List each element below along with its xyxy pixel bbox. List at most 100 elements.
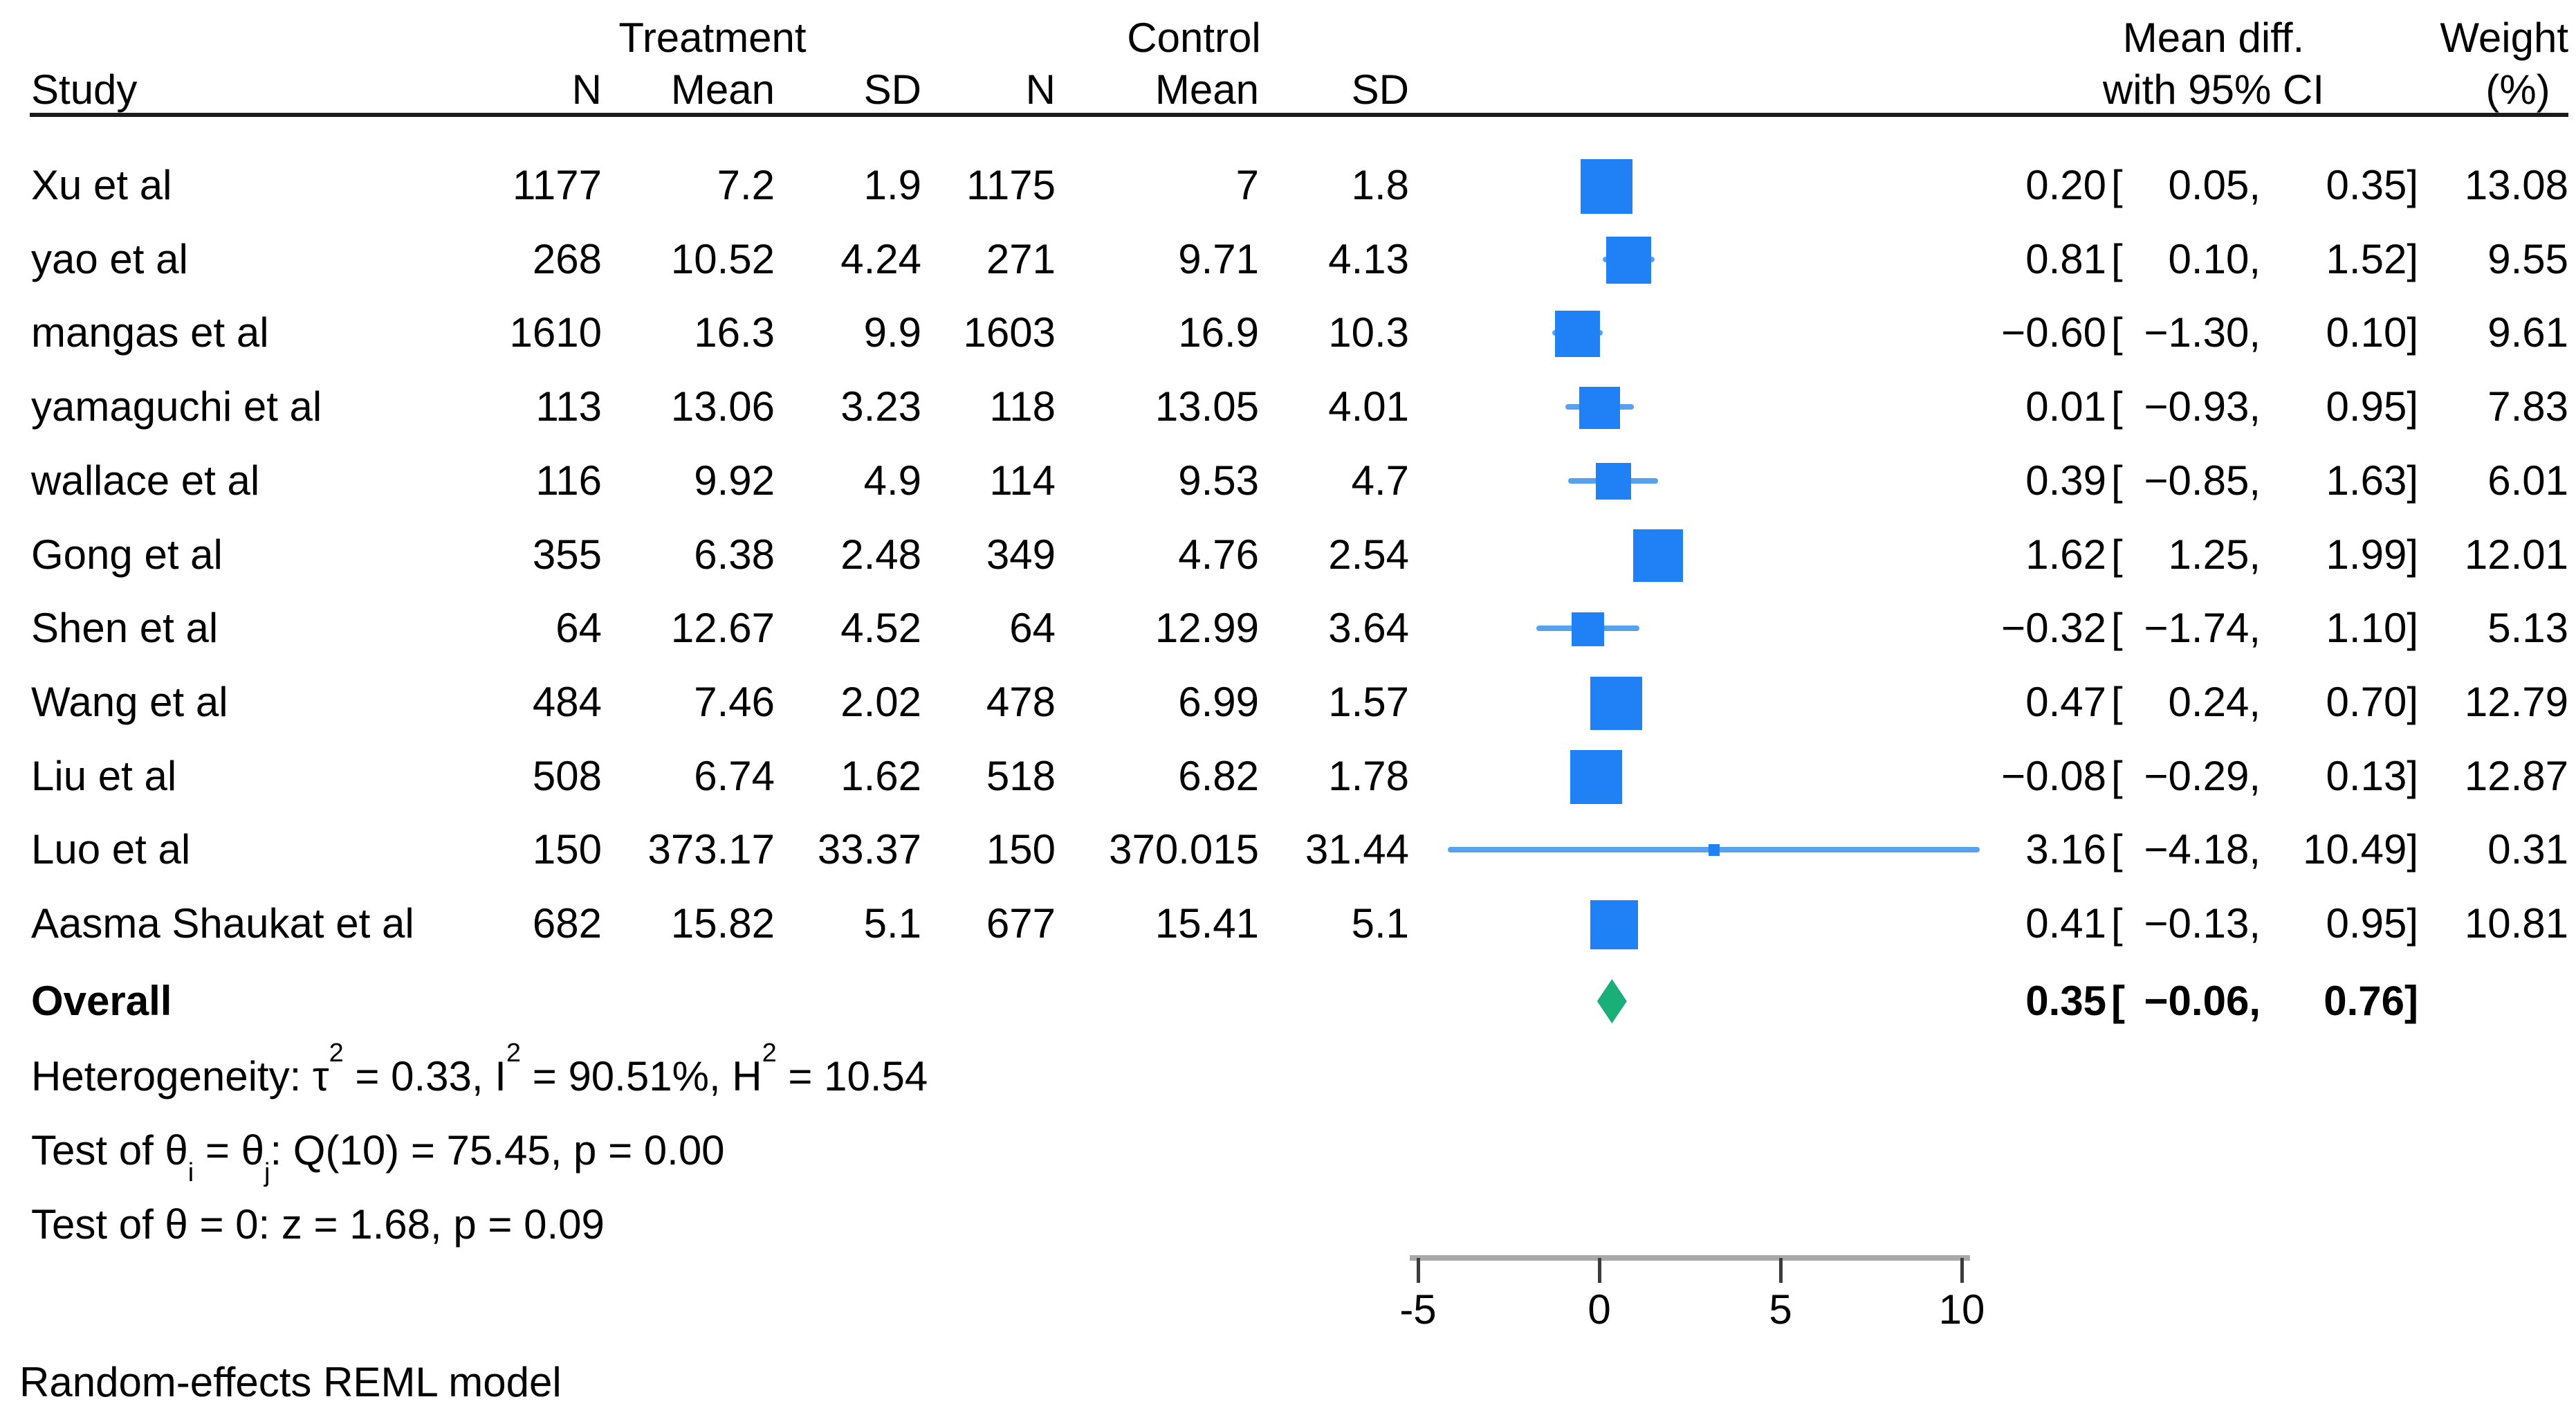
study-name: yao et al bbox=[31, 235, 188, 282]
ci-lower: −4.18, bbox=[2144, 826, 2261, 873]
effect-estimate: −0.32 bbox=[2001, 605, 2106, 652]
treatment-n: 1610 bbox=[509, 309, 602, 356]
treatment-mean: 16.3 bbox=[694, 309, 775, 356]
weight-value: 9.61 bbox=[2487, 309, 2568, 356]
ci-lower: −0.93, bbox=[2144, 383, 2261, 430]
ci-open-bracket: [ bbox=[2111, 235, 2123, 282]
axis-tick-label: -5 bbox=[1399, 1286, 1437, 1333]
effect-square bbox=[1579, 386, 1620, 429]
effect-estimate: 0.01 bbox=[2025, 383, 2106, 430]
ci-lower: −0.06, bbox=[2144, 978, 2261, 1024]
study-name: Xu et al bbox=[31, 162, 172, 208]
control-n: 150 bbox=[986, 826, 1056, 873]
weight-value: 6.01 bbox=[2487, 457, 2568, 504]
heterogeneity-prefix: Heterogeneity: τ bbox=[31, 1053, 329, 1099]
treatment-mean: 15.82 bbox=[670, 900, 775, 947]
header-treatment-sd: SD bbox=[863, 66, 921, 113]
axis-tick bbox=[1598, 1258, 1601, 1283]
control-n: 114 bbox=[989, 457, 1056, 504]
study-name: Aasma Shaukat et al bbox=[31, 900, 414, 947]
treatment-n: 682 bbox=[532, 900, 602, 947]
header-weight-line1: Weight bbox=[2440, 15, 2568, 61]
ci-open-bracket: [ bbox=[2111, 900, 2123, 947]
study-name: Liu et al bbox=[31, 752, 177, 799]
effect-square bbox=[1590, 676, 1642, 731]
treatment-n: 64 bbox=[555, 605, 602, 652]
treatment-sd: 2.02 bbox=[840, 678, 921, 725]
heterogeneity-mid2: = 90.51%, H bbox=[521, 1053, 762, 1099]
ci-open-bracket: [ bbox=[2111, 752, 2123, 799]
header-study-col: Study bbox=[31, 66, 138, 113]
treatment-mean: 7.2 bbox=[717, 162, 775, 208]
heterogeneity-note: Heterogeneity: τ2 = 0.33, I2 = 90.51%, H… bbox=[31, 1039, 1415, 1111]
axis-bar bbox=[1410, 1255, 1970, 1261]
effect-estimate: −0.60 bbox=[2001, 309, 2106, 356]
ci-upper: 0.95] bbox=[2326, 900, 2418, 947]
model-note: Random-effects REML model bbox=[19, 1359, 562, 1405]
control-mean: 9.53 bbox=[1178, 457, 1259, 504]
axis-tick bbox=[1417, 1258, 1420, 1283]
treatment-mean: 6.74 bbox=[694, 752, 775, 799]
control-n: 677 bbox=[986, 900, 1056, 947]
control-sd: 31.44 bbox=[1305, 826, 1409, 873]
weight-value: 0.31 bbox=[2487, 826, 2568, 873]
header-group-control: Control bbox=[1127, 15, 1261, 61]
effect-estimate: 3.16 bbox=[2025, 826, 2106, 873]
treatment-sd: 4.52 bbox=[840, 605, 921, 652]
header-treatment-mean: Mean bbox=[670, 66, 775, 113]
treatment-mean: 13.06 bbox=[670, 383, 775, 430]
control-sd: 4.01 bbox=[1328, 383, 1409, 430]
ci-lower: −1.74, bbox=[2144, 605, 2261, 652]
ci-upper: 0.95] bbox=[2326, 383, 2418, 430]
control-sd: 1.8 bbox=[1351, 162, 1409, 208]
theta-i-sub: i bbox=[187, 1158, 194, 1188]
ci-lower: −0.85, bbox=[2144, 457, 2261, 504]
header-effect-line2: with 95% CI bbox=[2102, 66, 2325, 113]
control-mean: 6.82 bbox=[1178, 752, 1259, 799]
study-name: Wang et al bbox=[31, 678, 228, 725]
ci-open-bracket: [ bbox=[2111, 162, 2123, 208]
control-n: 349 bbox=[986, 531, 1056, 578]
weight-value: 9.55 bbox=[2487, 235, 2568, 282]
header-treatment-n: N bbox=[571, 66, 602, 113]
effect-square bbox=[1595, 463, 1632, 500]
effect-square bbox=[1590, 900, 1638, 950]
control-mean: 16.9 bbox=[1178, 309, 1259, 356]
ci-lower: −0.29, bbox=[2144, 752, 2261, 799]
control-sd: 5.1 bbox=[1351, 900, 1409, 947]
tau-squared-sup: 2 bbox=[329, 1039, 344, 1068]
treatment-n: 150 bbox=[532, 826, 602, 873]
control-n: 1603 bbox=[963, 309, 1056, 356]
test-group-mid: = θ bbox=[194, 1127, 264, 1174]
control-sd: 4.13 bbox=[1328, 235, 1409, 282]
effect-estimate: 0.20 bbox=[2025, 162, 2106, 208]
treatment-sd: 5.1 bbox=[863, 900, 921, 947]
effect-square bbox=[1606, 237, 1651, 284]
header-weight-line2: (%) bbox=[2485, 66, 2550, 113]
axis-tick-label: 0 bbox=[1588, 1286, 1611, 1333]
control-mean: 4.76 bbox=[1178, 531, 1259, 578]
heterogeneity-mid1: = 0.33, I bbox=[343, 1053, 506, 1099]
effect-square bbox=[1570, 750, 1623, 805]
weight-value: 7.83 bbox=[2487, 383, 2568, 430]
ci-open-bracket: [ bbox=[2111, 605, 2123, 652]
treatment-mean: 9.92 bbox=[694, 457, 775, 504]
treatment-mean: 10.52 bbox=[670, 235, 775, 282]
ci-upper: 0.10] bbox=[2326, 309, 2418, 356]
test-zero-note: Test of θ = 0: z = 1.68, p = 0.09 bbox=[31, 1201, 605, 1248]
header-rule bbox=[30, 113, 2568, 117]
weight-value: 12.01 bbox=[2464, 531, 2568, 578]
control-sd: 1.78 bbox=[1328, 752, 1409, 799]
study-name: wallace et al bbox=[31, 457, 260, 504]
ci-upper: 1.10] bbox=[2326, 605, 2418, 652]
control-mean: 9.71 bbox=[1178, 235, 1259, 282]
test-group-end: : Q(10) = 75.45, p = 0.00 bbox=[270, 1127, 725, 1174]
ci-upper: 1.63] bbox=[2326, 457, 2418, 504]
weight-value: 13.08 bbox=[2464, 162, 2568, 208]
header-effect-line1: Mean diff. bbox=[2122, 15, 2305, 61]
overall-label: Overall bbox=[31, 978, 172, 1024]
effect-estimate: 0.81 bbox=[2025, 235, 2106, 282]
control-n: 118 bbox=[989, 383, 1056, 430]
treatment-mean: 12.67 bbox=[670, 605, 775, 652]
control-mean: 12.99 bbox=[1154, 605, 1259, 652]
